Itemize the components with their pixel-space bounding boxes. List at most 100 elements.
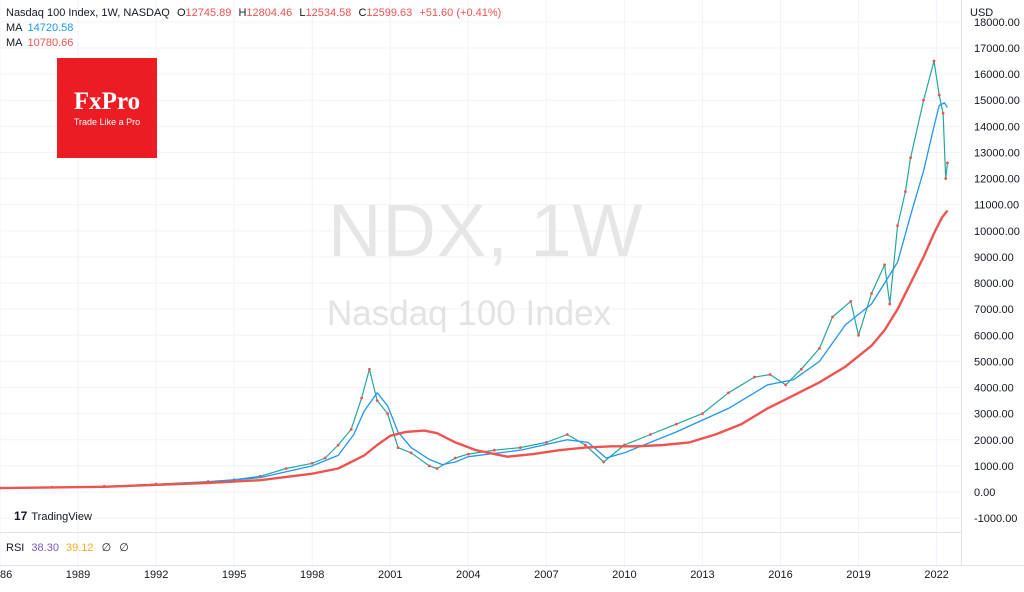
- price-point: [386, 412, 390, 416]
- price-point: [753, 375, 756, 379]
- x-tick-label: 2010: [612, 569, 636, 581]
- price-point: [284, 467, 288, 470]
- tradingview-logo[interactable]: 17 TradingView: [14, 509, 92, 523]
- y-tick-label: 13000.00: [974, 147, 1020, 159]
- x-tick-label: 1986: [0, 569, 12, 581]
- legend-title: Nasdaq 100 Index, 1W, NASDAQ: [6, 7, 170, 19]
- y-tick-label: 15000.00: [974, 95, 1020, 107]
- price-point: [849, 299, 853, 303]
- x-tick-label: 2007: [534, 569, 558, 581]
- x-tick-label: 1998: [300, 569, 324, 581]
- rsi-empty-value-1: ∅: [101, 542, 112, 554]
- price-point: [375, 399, 379, 402]
- rsi-value: 38.30: [31, 542, 59, 554]
- ma-slow-value: 10780.66: [27, 37, 74, 49]
- y-tick-label: 0.00: [974, 487, 995, 499]
- price-point: [857, 333, 860, 337]
- price-point: [349, 427, 353, 431]
- x-tick-label: 2001: [378, 569, 402, 581]
- low-label: L: [299, 7, 306, 19]
- x-tick-label: 1995: [222, 569, 246, 581]
- price-point: [831, 315, 834, 319]
- x-tick-label: 2019: [846, 569, 870, 581]
- axis-layer: -1000.00 0.00 1000.00 2000.00 3000.00 4000.00…: [0, 17, 1020, 581]
- y-tick-label: 8000.00: [974, 278, 1014, 290]
- price-point: [492, 448, 496, 452]
- close-value: 12599.63: [366, 7, 413, 19]
- price-point: [870, 292, 873, 295]
- grid-layer: [0, 0, 960, 567]
- y-tick-label: -1000.00: [974, 513, 1017, 525]
- y-tick-label: 16000.00: [974, 69, 1020, 81]
- close-label: C: [358, 7, 367, 19]
- price-point: [888, 302, 892, 306]
- price-point: [518, 446, 522, 449]
- low-value: 12534.58: [305, 7, 352, 19]
- price-point: [922, 98, 925, 102]
- price-point: [396, 446, 400, 449]
- price-point: [336, 443, 340, 447]
- ma-fast-label: MA: [6, 22, 23, 34]
- ma-fast-line: [0, 102, 949, 489]
- price-point: [818, 346, 821, 350]
- x-tick-label: 2016: [768, 569, 792, 581]
- series-layer: [0, 59, 949, 490]
- price-point: [768, 373, 772, 376]
- x-tick-label: 2022: [924, 569, 948, 581]
- fxpro-brand-name: FxPro: [73, 88, 141, 115]
- y-tick-label: 14000.00: [974, 121, 1020, 133]
- price-point: [409, 451, 413, 455]
- price-point: [937, 93, 941, 97]
- ma-fast-value: 14720.58: [27, 22, 74, 34]
- x-tick-label: 1989: [66, 569, 90, 581]
- price-point: [602, 460, 605, 464]
- ma-slow-label: MA: [6, 37, 23, 49]
- price-point: [784, 383, 788, 387]
- price-point: [466, 452, 470, 456]
- price-point: [427, 464, 431, 468]
- price-point: [946, 161, 949, 165]
- rsi-legend[interactable]: RSI 38.30 39.12 ∅ ∅: [6, 541, 129, 554]
- y-tick-label: 9000.00: [974, 252, 1014, 264]
- price-point: [932, 59, 936, 63]
- price-point: [360, 396, 364, 400]
- y-tick-label: 2000.00: [974, 435, 1014, 447]
- fxpro-tagline: Trade Like a Pro: [73, 117, 141, 127]
- price-point: [941, 111, 945, 115]
- y-tick-label: 17000.00: [974, 43, 1020, 55]
- price-point: [944, 177, 948, 180]
- x-tick-label: 1992: [144, 569, 168, 581]
- price-point: [675, 422, 678, 426]
- legend-ma-slow-row[interactable]: MA 10780.66: [6, 36, 501, 51]
- y-tick-label: 5000.00: [974, 356, 1014, 368]
- price-point: [310, 461, 314, 465]
- y-tick-label: 6000.00: [974, 330, 1014, 342]
- legend-ma-fast-row[interactable]: MA 14720.58: [6, 21, 501, 36]
- y-tick-label: 4000.00: [974, 383, 1014, 395]
- rsi-ma-value: 39.12: [66, 542, 94, 554]
- price-point: [701, 412, 704, 416]
- x-tick-label: 2013: [690, 569, 714, 581]
- watermark-name: Nasdaq 100 Index: [327, 294, 612, 333]
- legend-ohlc-row: Nasdaq 100 Index, 1W, NASDAQ O12745.89 H…: [6, 6, 501, 21]
- legend: Nasdaq 100 Index, 1W, NASDAQ O12745.89 H…: [6, 6, 501, 51]
- price-point: [544, 440, 548, 444]
- separator-layer: [0, 0, 1024, 566]
- y-tick-label: 11000.00: [974, 200, 1019, 212]
- price-point: [799, 367, 803, 371]
- y-tick-label: 1000.00: [974, 461, 1014, 473]
- currency-label: USD: [970, 7, 994, 19]
- fxpro-logo: FxPro Trade Like a Pro: [57, 58, 157, 158]
- ma-slow-line: [0, 209, 949, 490]
- y-tick-label: 10000.00: [974, 226, 1020, 238]
- tradingview-icon: 17: [14, 509, 28, 523]
- price-point: [565, 433, 569, 436]
- price-point: [323, 456, 327, 460]
- price-point: [435, 467, 439, 470]
- change-value: +51.60 (+0.41%): [419, 7, 502, 19]
- price-point: [896, 224, 899, 228]
- y-tick-label: 12000.00: [974, 174, 1020, 186]
- price-point: [649, 433, 652, 436]
